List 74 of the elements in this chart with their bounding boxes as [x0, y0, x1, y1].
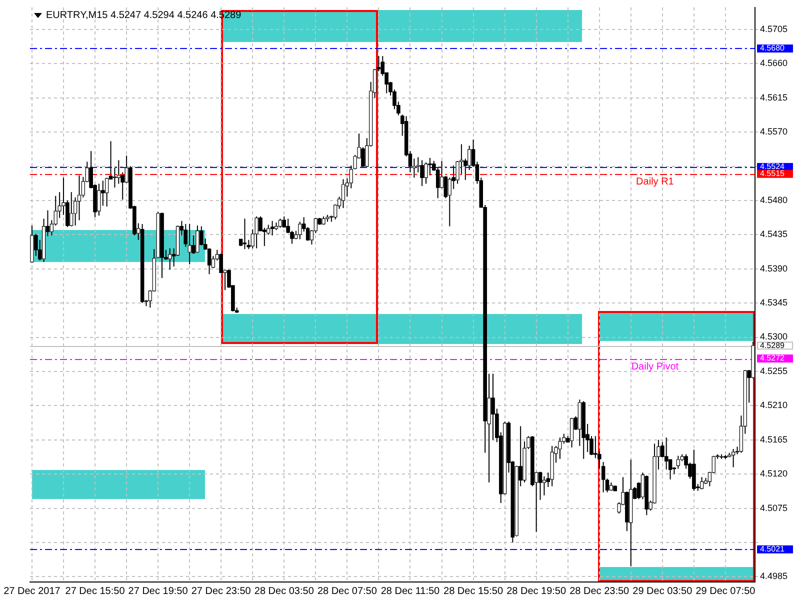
text: 4.5524 — [760, 162, 786, 172]
y-tick-label: 4.5210 — [760, 400, 788, 410]
y-tick-label: 4.5075 — [760, 502, 788, 513]
candlestick — [692, 449, 696, 492]
candlestick — [538, 471, 542, 500]
y-tick-label: 4.5570 — [760, 126, 788, 137]
candlestick — [420, 160, 424, 187]
y-tick-label: 4.5705 — [760, 24, 788, 34]
candlestick — [140, 224, 144, 304]
text: 4.5289 — [760, 340, 786, 350]
candlestick — [278, 218, 282, 228]
candlestick — [105, 177, 109, 208]
candlestick — [582, 400, 586, 460]
candlestick — [558, 437, 562, 460]
candlestick — [298, 221, 302, 240]
candlestick — [700, 476, 704, 490]
x-tick-label: 27 Dec 15:50 — [65, 586, 126, 597]
candlestick — [625, 491, 629, 532]
candlestick — [341, 178, 346, 209]
y-tick-label: 4.5165 — [760, 434, 788, 444]
x-tick-label: 28 Dec 23:50 — [570, 586, 630, 597]
ref-line-label: Daily R1 — [636, 176, 674, 188]
text: 4.5021 — [760, 544, 786, 554]
x-tick-label: 28 Dec 03:50 — [254, 586, 314, 597]
x-tick-label: 28 Dec 07:50 — [317, 586, 378, 597]
text: 4.5680 — [760, 44, 786, 53]
text: 4.5272 — [760, 354, 786, 363]
candlestick — [254, 216, 258, 249]
candlestick — [491, 373, 495, 440]
candlestick — [644, 475, 648, 516]
x-tick-label: 27 Dec 19:50 — [128, 586, 188, 597]
candlestick — [424, 162, 428, 184]
candlestick — [570, 417, 574, 448]
x-tick-label: 28 Dec 19:50 — [506, 586, 566, 597]
candlestick — [30, 225, 34, 264]
candlestick — [120, 172, 124, 200]
y-tick-label: 4.5390 — [760, 263, 788, 274]
y-tick-label: 4.5660 — [760, 58, 788, 68]
x-tick-label: 28 Dec 15:50 — [444, 586, 504, 597]
candlestick — [242, 218, 247, 250]
y-tick-label: 4.5615 — [760, 92, 788, 102]
x-tick-label: 27 Dec 2017 — [4, 586, 61, 597]
candlestick — [530, 436, 534, 487]
y-tick-label: 4.5120 — [760, 468, 788, 479]
candlestick — [270, 220, 274, 236]
candlestick — [732, 448, 736, 468]
x-tick-label: 29 Dec 07:50 — [696, 586, 756, 597]
y-tick-label: 4.5345 — [760, 298, 788, 308]
candlestick — [188, 224, 192, 265]
x-tick-label: 29 Dec 03:50 — [632, 586, 693, 597]
x-tick-label: 27 Dec 23:50 — [191, 586, 252, 597]
candlestick — [542, 476, 546, 496]
y-tick-label: 4.5480 — [760, 194, 788, 205]
y-tick-label: 4.5300 — [760, 332, 788, 342]
candlestick — [196, 225, 200, 254]
candlestick — [664, 437, 668, 470]
candlestick — [412, 158, 416, 178]
candlestick — [160, 212, 164, 278]
ref-line-label: Daily Pivot — [631, 361, 679, 372]
x-tick-label: 28 Dec 11:50 — [380, 586, 440, 597]
candlestick — [428, 157, 432, 176]
candlestick — [70, 192, 74, 227]
candlestick — [578, 399, 582, 446]
candlestick — [116, 160, 120, 184]
candlestick — [629, 459, 633, 567]
candlestick — [168, 248, 172, 270]
y-tick-label: 4.5255 — [760, 366, 788, 376]
candlestick — [112, 167, 117, 188]
y-tick-label: 4.5435 — [760, 229, 788, 240]
candlestick — [550, 445, 554, 487]
candlestick — [97, 183, 101, 216]
candlestick — [676, 455, 680, 470]
y-tick-label: 4.4985 — [760, 571, 788, 582]
text: 4.5515 — [760, 169, 786, 178]
